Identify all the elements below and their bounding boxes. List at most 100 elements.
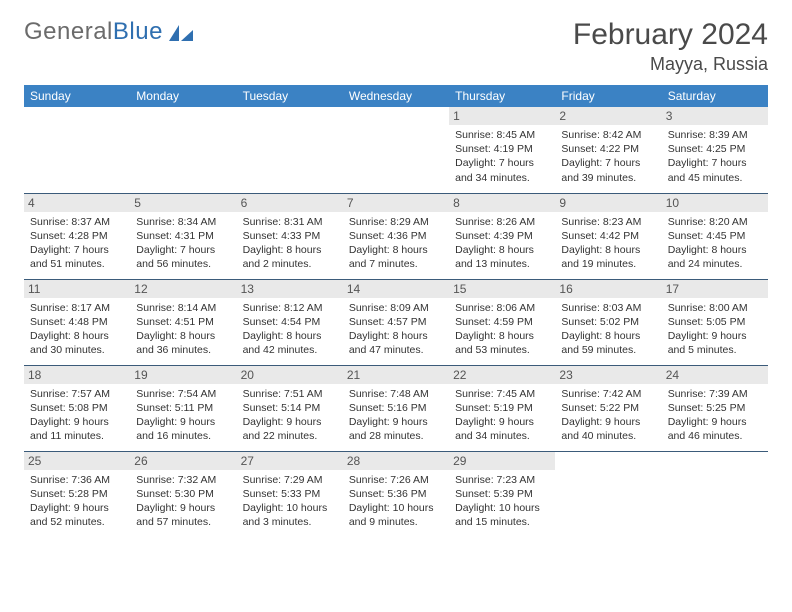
sunrise-line: Sunrise: 7:48 AM [349, 387, 443, 401]
sunrise-line: Sunrise: 8:29 AM [349, 215, 443, 229]
day-number: 26 [130, 452, 236, 470]
day-number: 14 [343, 280, 449, 298]
daylight-line: Daylight: 8 hours [243, 329, 337, 343]
calendar-day-cell: 6Sunrise: 8:31 AMSunset: 4:33 PMDaylight… [237, 193, 343, 279]
logo-text-gray: General [24, 18, 113, 46]
daylight-line: and 19 minutes. [561, 257, 655, 271]
daylight-line: Daylight: 9 hours [455, 415, 549, 429]
daylight-line: Daylight: 7 hours [136, 243, 230, 257]
logo-text-blue: Blue [113, 18, 163, 46]
calendar-day-cell: 18Sunrise: 7:57 AMSunset: 5:08 PMDayligh… [24, 365, 130, 451]
day-header: Sunday [24, 85, 130, 107]
sunrise-line: Sunrise: 8:00 AM [668, 301, 762, 315]
sunrise-line: Sunrise: 7:45 AM [455, 387, 549, 401]
daylight-line: and 15 minutes. [455, 515, 549, 529]
sunrise-line: Sunrise: 7:42 AM [561, 387, 655, 401]
daylight-line: Daylight: 7 hours [30, 243, 124, 257]
calendar-day-cell: 2Sunrise: 8:42 AMSunset: 4:22 PMDaylight… [555, 107, 661, 193]
daylight-line: Daylight: 9 hours [30, 501, 124, 515]
day-number: 24 [662, 366, 768, 384]
calendar-day-cell: 27Sunrise: 7:29 AMSunset: 5:33 PMDayligh… [237, 451, 343, 537]
day-number: 23 [555, 366, 661, 384]
sunrise-line: Sunrise: 8:12 AM [243, 301, 337, 315]
day-number: 21 [343, 366, 449, 384]
daylight-line: Daylight: 8 hours [561, 243, 655, 257]
sunrise-line: Sunrise: 7:26 AM [349, 473, 443, 487]
day-number: 3 [662, 107, 768, 125]
sunset-line: Sunset: 4:45 PM [668, 229, 762, 243]
sunset-line: Sunset: 4:54 PM [243, 315, 337, 329]
sunset-line: Sunset: 5:02 PM [561, 315, 655, 329]
daylight-line: and 40 minutes. [561, 429, 655, 443]
logo-sail-icon [167, 23, 195, 43]
sunset-line: Sunset: 5:16 PM [349, 401, 443, 415]
day-number: 28 [343, 452, 449, 470]
daylight-line: and 11 minutes. [30, 429, 124, 443]
daylight-line: and 28 minutes. [349, 429, 443, 443]
daylight-line: and 34 minutes. [455, 429, 549, 443]
sunrise-line: Sunrise: 7:29 AM [243, 473, 337, 487]
daylight-line: Daylight: 9 hours [561, 415, 655, 429]
sunset-line: Sunset: 5:11 PM [136, 401, 230, 415]
sunset-line: Sunset: 4:33 PM [243, 229, 337, 243]
calendar-day-cell: 20Sunrise: 7:51 AMSunset: 5:14 PMDayligh… [237, 365, 343, 451]
daylight-line: Daylight: 8 hours [136, 329, 230, 343]
calendar-day-cell: 22Sunrise: 7:45 AMSunset: 5:19 PMDayligh… [449, 365, 555, 451]
sunset-line: Sunset: 4:19 PM [455, 142, 549, 156]
day-number: 17 [662, 280, 768, 298]
daylight-line: and 57 minutes. [136, 515, 230, 529]
calendar-day-cell: 16Sunrise: 8:03 AMSunset: 5:02 PMDayligh… [555, 279, 661, 365]
day-number: 12 [130, 280, 236, 298]
location-label: Mayya, Russia [573, 54, 768, 75]
calendar-day-cell: 9Sunrise: 8:23 AMSunset: 4:42 PMDaylight… [555, 193, 661, 279]
daylight-line: Daylight: 10 hours [349, 501, 443, 515]
sunrise-line: Sunrise: 8:20 AM [668, 215, 762, 229]
daylight-line: and 36 minutes. [136, 343, 230, 357]
sunrise-line: Sunrise: 8:37 AM [30, 215, 124, 229]
daylight-line: Daylight: 9 hours [136, 415, 230, 429]
day-header: Saturday [662, 85, 768, 107]
calendar-day-cell: 25Sunrise: 7:36 AMSunset: 5:28 PMDayligh… [24, 451, 130, 537]
day-number: 8 [449, 194, 555, 212]
daylight-line: and 7 minutes. [349, 257, 443, 271]
sunset-line: Sunset: 4:36 PM [349, 229, 443, 243]
calendar-day-cell: 14Sunrise: 8:09 AMSunset: 4:57 PMDayligh… [343, 279, 449, 365]
daylight-line: and 3 minutes. [243, 515, 337, 529]
daylight-line: and 5 minutes. [668, 343, 762, 357]
sunrise-line: Sunrise: 7:36 AM [30, 473, 124, 487]
daylight-line: and 51 minutes. [30, 257, 124, 271]
daylight-line: and 24 minutes. [668, 257, 762, 271]
day-number: 22 [449, 366, 555, 384]
calendar-week-row: 1Sunrise: 8:45 AMSunset: 4:19 PMDaylight… [24, 107, 768, 193]
sunrise-line: Sunrise: 8:34 AM [136, 215, 230, 229]
day-number: 11 [24, 280, 130, 298]
calendar-day-cell: 29Sunrise: 7:23 AMSunset: 5:39 PMDayligh… [449, 451, 555, 537]
daylight-line: Daylight: 9 hours [136, 501, 230, 515]
sunrise-line: Sunrise: 7:23 AM [455, 473, 549, 487]
sunrise-line: Sunrise: 8:17 AM [30, 301, 124, 315]
daylight-line: Daylight: 7 hours [455, 156, 549, 170]
day-number: 6 [237, 194, 343, 212]
calendar-week-row: 4Sunrise: 8:37 AMSunset: 4:28 PMDaylight… [24, 193, 768, 279]
day-header-row: Sunday Monday Tuesday Wednesday Thursday… [24, 85, 768, 107]
sunset-line: Sunset: 4:28 PM [30, 229, 124, 243]
sunrise-line: Sunrise: 8:23 AM [561, 215, 655, 229]
calendar-day-cell: 1Sunrise: 8:45 AMSunset: 4:19 PMDaylight… [449, 107, 555, 193]
day-number: 20 [237, 366, 343, 384]
sunrise-line: Sunrise: 8:09 AM [349, 301, 443, 315]
daylight-line: and 46 minutes. [668, 429, 762, 443]
calendar-day-cell: 26Sunrise: 7:32 AMSunset: 5:30 PMDayligh… [130, 451, 236, 537]
calendar-day-cell: 4 Sunrise: 8:37 AMSunset: 4:28 PMDaylight… [24, 193, 130, 279]
calendar-day-cell [343, 107, 449, 193]
calendar-week-row: 18Sunrise: 7:57 AMSunset: 5:08 PMDayligh… [24, 365, 768, 451]
day-header: Friday [555, 85, 661, 107]
calendar-day-cell [555, 451, 661, 537]
daylight-line: and 59 minutes. [561, 343, 655, 357]
page-header: GeneralBlue February 2024 Mayya, Russia [24, 18, 768, 75]
day-number: 18 [24, 366, 130, 384]
calendar-day-cell [237, 107, 343, 193]
calendar-day-cell: 23Sunrise: 7:42 AMSunset: 5:22 PMDayligh… [555, 365, 661, 451]
day-number: 4 [24, 194, 130, 212]
title-block: February 2024 Mayya, Russia [573, 18, 768, 75]
daylight-line: Daylight: 8 hours [30, 329, 124, 343]
